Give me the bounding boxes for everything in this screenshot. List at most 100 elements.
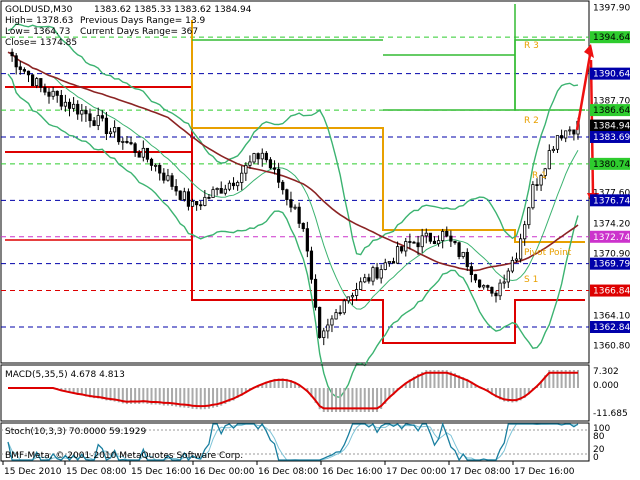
candle-body [236,182,240,187]
level-tag-label: 1372.74 [593,233,630,243]
level-tag [590,257,630,270]
candle-body [568,129,572,132]
level-tag-label: 1380.74 [593,160,630,170]
candle-body [473,274,478,281]
candle-body [117,127,121,143]
macd-title: MACD(5,35,5) 4.678 4.813 [5,370,125,380]
candle-body [572,129,576,135]
level-tag [590,194,630,207]
candle-body [281,181,285,191]
candle-body [289,199,293,208]
candle-body [383,262,387,270]
moving-average [7,51,579,272]
stoch-scale-80: 80 [593,432,605,442]
candle-body [313,278,318,308]
stoch-title: Stoch(10,3,3) 70.0000 59.1929 [5,427,146,437]
candle-body [240,172,244,183]
candle-body [510,259,514,272]
candle-body [18,66,22,70]
candle-body [535,184,539,186]
arrow-up-head [584,44,594,58]
time-tick-label: 17 Dec 08:00 [450,467,511,477]
candle-body [408,241,412,243]
candle-body [43,86,47,93]
macd-signal-line [8,371,578,410]
prev-range-label: Previous Days Range= 13.9 [80,16,205,26]
symbol-label: GOLDUSD,M30 [5,5,73,15]
candle-body [477,279,482,288]
level-tag-label: 1366.84 [593,287,630,297]
candle-body [158,164,162,174]
candle-body [375,267,379,279]
candle-body [432,240,437,245]
price-tick-label: 1377.60 [593,188,630,198]
resistance-r2-line [514,4,585,111]
candle-body [297,206,301,224]
r1-label: R 1 [532,171,547,181]
candle-body [527,207,531,226]
s1-label: S 1 [524,275,538,285]
candle-body [154,164,158,167]
price-tick-label: 1364.10 [593,312,630,322]
r3-label: R 3 [524,41,539,51]
pivot-point-label: Pivot Point [524,248,572,258]
candle-body [547,150,551,170]
level-tag-label: 1384.94 [593,122,630,132]
candle-body [277,168,281,183]
stoch-main-line [7,421,579,462]
candle-body [461,251,465,257]
candle-body [199,204,203,207]
price-tick-label: 1397.90 [593,3,630,13]
candle-body [543,168,547,176]
level-tag [590,119,630,132]
candle-body [63,101,68,107]
time-tick-label: 16 Dec 16:00 [322,467,383,477]
candle-body [424,232,428,237]
candle-body [293,206,297,209]
candle-body [367,277,371,282]
candle-body [494,292,498,297]
candle-body [207,196,211,199]
candle-body [166,175,170,181]
level-tag-label: 1390.64 [593,70,630,80]
candle-body [76,103,80,115]
candle-body [330,318,334,326]
level-tag [590,67,630,80]
candle-body [14,55,18,68]
level-tag-label: 1386.64 [593,106,630,116]
time-tick-label: 15 Dec 08:00 [66,467,127,477]
level-tag-label: 1369.79 [593,260,630,270]
macd-scale-zero: 0.000 [593,381,619,391]
candle-body [309,250,314,280]
candle-body [104,117,109,135]
pivot-lines-layer [5,4,585,344]
level-tag [590,130,630,143]
price-scale: 1397.90 1387.70 1377.60 1374.20 1370.90 1364.… [590,3,630,352]
candle-body [35,78,39,87]
candle-body [145,147,150,160]
level-tag-label: 1383.69 [593,133,630,143]
macd-scale-top: 7.302 [593,367,619,377]
time-tick-label: 15 Dec 2010 [4,467,62,477]
macd-frame [0,364,590,422]
level-tag [590,31,630,44]
candle-body [428,232,432,242]
low-label: Low= 1364.73 [5,27,70,37]
candle-body [523,224,527,240]
candle-body [219,188,223,194]
candle-body [141,147,145,158]
ohlc-quote: 1383.62 1385.33 1383.62 1384.94 [94,5,252,15]
candle-body [186,191,191,207]
candle-body [10,51,14,57]
candle-body [449,235,453,242]
close-label: Close= 1374.85 [5,38,77,48]
candle-body [256,153,260,160]
time-tick-label: 16 Dec 00:00 [194,467,255,477]
candle-body [55,90,59,96]
candle-body [113,127,117,133]
candle-body [514,258,519,261]
candle-body [391,261,396,264]
candle-body [555,135,560,150]
candle-body [26,70,31,76]
